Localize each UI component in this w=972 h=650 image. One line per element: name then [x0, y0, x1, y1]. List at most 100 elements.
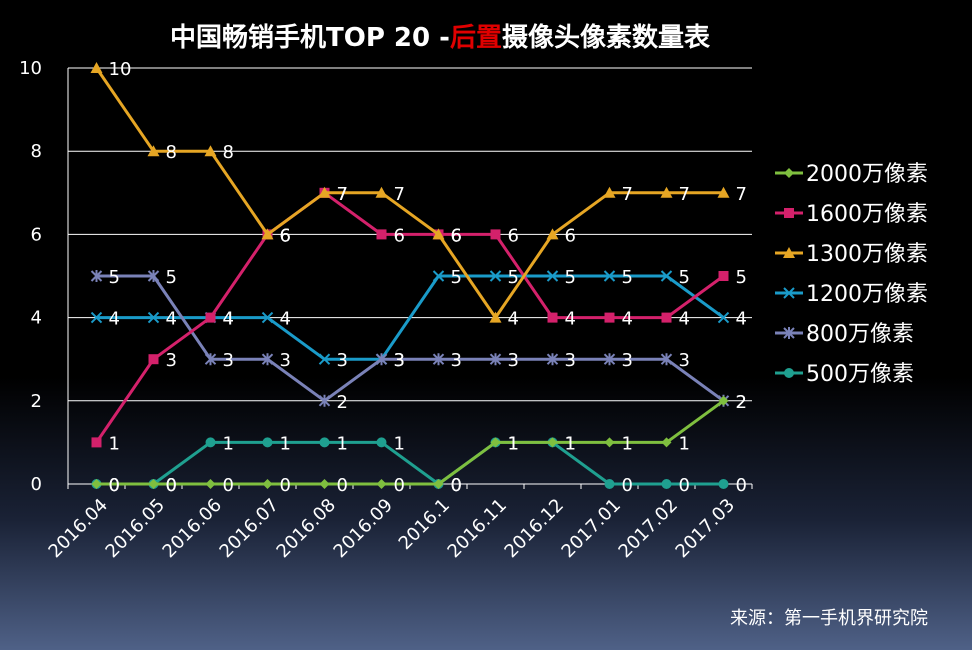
data-point [490, 229, 501, 240]
data-label: 0 [280, 475, 291, 496]
data-label: 2 [337, 392, 348, 413]
data-point [603, 186, 616, 198]
legend: 2000万像素 1600万像素 1300万像素 1200万像素 800万像素 500万像素 [775, 162, 928, 387]
data-point [90, 62, 103, 73]
data-label: 4 [223, 309, 234, 330]
data-label: 0 [166, 475, 177, 496]
data-point [604, 437, 615, 448]
data-label: 4 [166, 309, 177, 330]
data-point [603, 270, 616, 282]
series-layer [90, 62, 730, 489]
data-point [546, 270, 559, 282]
x-tick-label: 2017.01 [558, 495, 625, 562]
data-label: 3 [394, 350, 405, 371]
data-point [661, 312, 672, 323]
legend-label: 2000万像素 [806, 162, 928, 187]
y-tick-label: 8 [31, 141, 42, 162]
data-label: 0 [109, 475, 120, 496]
data-label: 7 [622, 184, 633, 205]
data-label: 4 [565, 309, 576, 330]
y-tick-label: 4 [31, 308, 42, 329]
data-label: 1 [508, 433, 519, 454]
data-label: 3 [622, 350, 633, 371]
data-label: 3 [451, 350, 462, 371]
data-point [148, 354, 159, 365]
data-point [319, 437, 330, 448]
data-point [261, 353, 274, 366]
legend-item: 1300万像素 [775, 242, 928, 267]
data-label: 5 [508, 267, 519, 288]
x-tick-label: 2016.11 [444, 495, 511, 562]
data-point [318, 353, 331, 365]
series-2 [90, 62, 730, 323]
data-point [661, 479, 672, 489]
data-point [546, 228, 559, 240]
data-point [717, 311, 730, 324]
legend-marker [783, 327, 795, 339]
data-point [376, 229, 387, 240]
data-label: 8 [223, 142, 234, 163]
data-label: 3 [280, 350, 291, 371]
series-4 [90, 270, 730, 407]
data-point [205, 312, 216, 323]
source-note: 来源：第一手机界研究院 [730, 608, 928, 629]
legend-item: 500万像素 [775, 362, 914, 387]
data-label: 1 [679, 433, 690, 454]
data-label: 1 [565, 433, 576, 454]
legend-item: 1200万像素 [775, 282, 928, 307]
title-part-2: 摄像头像素数量表 [502, 23, 711, 53]
x-tick-label: 2016.06 [159, 495, 226, 562]
data-point [262, 437, 273, 448]
data-label: 7 [394, 184, 405, 205]
legend-marker [783, 287, 795, 299]
series-0 [91, 395, 729, 489]
data-point [147, 270, 160, 282]
data-label: 7 [337, 184, 348, 205]
data-point [318, 186, 331, 198]
data-label: 8 [166, 142, 177, 163]
data-label: 1 [394, 433, 405, 454]
data-point [546, 353, 559, 366]
data-label: 6 [280, 225, 291, 246]
legend-item: 1600万像素 [775, 202, 928, 227]
data-point [661, 437, 672, 448]
y-tick-label: 0 [31, 474, 42, 495]
data-point [205, 479, 216, 489]
data-label: 0 [337, 475, 348, 496]
data-label: 5 [109, 267, 120, 288]
data-point [318, 394, 331, 407]
data-label: 1 [280, 433, 291, 454]
data-point [375, 353, 388, 366]
x-tick-label: 2016.05 [102, 495, 169, 562]
data-point [717, 186, 730, 198]
series-line [95, 191, 725, 444]
data-label: 4 [622, 309, 633, 330]
series-line [95, 67, 724, 320]
data-label: 5 [679, 267, 690, 288]
data-point [90, 270, 103, 282]
data-label: 10 [109, 59, 132, 80]
data-label: 4 [109, 309, 120, 330]
data-label: 7 [679, 184, 690, 205]
data-point [261, 311, 274, 324]
data-label: 0 [109, 475, 120, 496]
data-label: 1 [508, 433, 519, 454]
data-label: 3 [508, 350, 519, 371]
data-label: 4 [679, 309, 690, 330]
legend-label: 800万像素 [806, 322, 914, 347]
data-label: 1 [622, 433, 633, 454]
x-tick-label: 2016.07 [216, 495, 283, 562]
data-point [147, 145, 160, 157]
x-tick-label: 2016.04 [45, 495, 112, 562]
data-point [375, 186, 388, 198]
title-part-1: 后置 [450, 23, 502, 53]
data-label: 5 [736, 267, 747, 288]
x-tick-label: 2016.09 [330, 495, 397, 562]
legend-label: 500万像素 [806, 362, 914, 387]
data-label: 1 [565, 433, 576, 454]
data-point [490, 437, 501, 448]
data-label: 3 [166, 350, 177, 371]
y-tick-label: 2 [31, 391, 42, 412]
